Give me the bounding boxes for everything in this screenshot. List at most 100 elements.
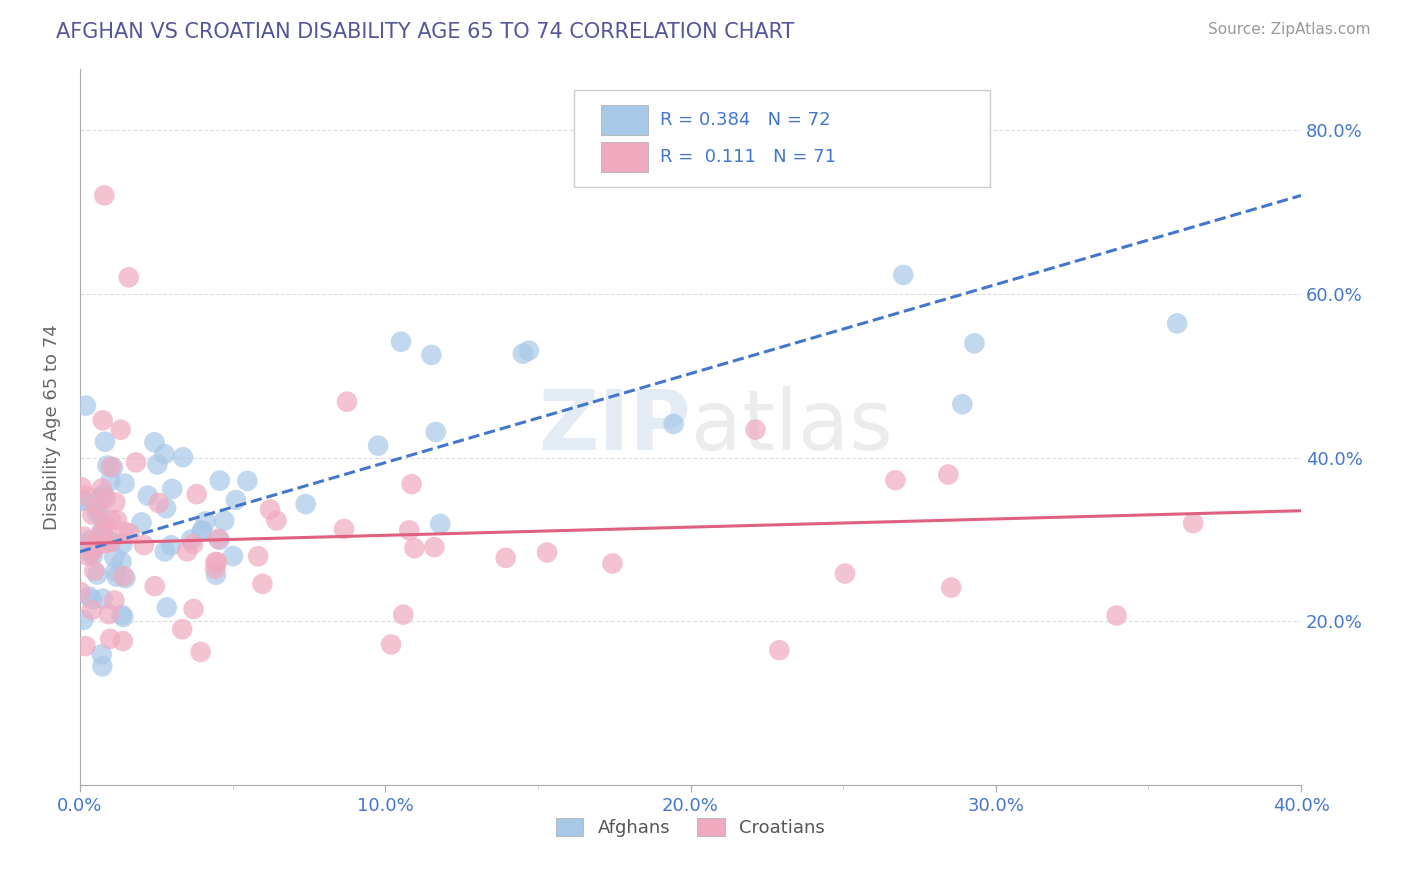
Text: Source: ZipAtlas.com: Source: ZipAtlas.com — [1208, 22, 1371, 37]
Point — [367, 439, 389, 453]
Point — [156, 600, 179, 615]
Point — [336, 394, 359, 409]
Point — [950, 397, 973, 411]
Point — [72, 493, 94, 508]
Point — [131, 516, 153, 530]
Point — [252, 577, 274, 591]
Point — [94, 434, 117, 449]
Point — [208, 533, 231, 547]
Point — [266, 514, 288, 528]
Point — [160, 538, 183, 552]
Point — [112, 610, 135, 624]
Point — [100, 513, 122, 527]
Point — [89, 526, 111, 541]
Point — [82, 549, 104, 563]
Point — [82, 544, 104, 558]
Point — [172, 450, 194, 465]
Point — [423, 540, 446, 554]
Point — [91, 522, 114, 536]
Point — [110, 607, 132, 622]
Point — [80, 603, 103, 617]
Point — [602, 557, 624, 571]
Point — [79, 545, 101, 559]
Point — [155, 501, 177, 516]
Point — [1105, 608, 1128, 623]
Point — [77, 590, 100, 604]
Point — [105, 570, 128, 584]
Point — [884, 145, 907, 159]
Point — [191, 524, 214, 538]
Point — [110, 423, 132, 437]
Point — [205, 567, 228, 582]
Point — [86, 500, 108, 515]
Point — [744, 423, 766, 437]
Point — [96, 458, 118, 473]
Point — [86, 567, 108, 582]
Point — [70, 480, 93, 494]
Point — [247, 549, 270, 564]
Point — [225, 493, 247, 508]
Point — [380, 638, 402, 652]
Point — [212, 514, 235, 528]
Point — [495, 550, 517, 565]
Point — [208, 474, 231, 488]
Point — [172, 622, 194, 636]
Point — [83, 564, 105, 578]
Point — [75, 639, 97, 653]
Point — [190, 645, 212, 659]
Point — [662, 417, 685, 431]
Point — [183, 602, 205, 616]
Point — [429, 516, 451, 531]
Point — [398, 524, 420, 538]
Point — [118, 526, 141, 541]
Point — [73, 530, 96, 544]
Point — [204, 555, 226, 569]
Point — [834, 566, 856, 581]
Point — [420, 348, 443, 362]
Point — [89, 508, 111, 522]
Point — [72, 493, 94, 508]
Point — [90, 490, 112, 504]
Point — [143, 435, 166, 450]
Text: R =  0.111   N = 71: R = 0.111 N = 71 — [659, 148, 837, 167]
Point — [891, 268, 914, 282]
Point — [1182, 516, 1205, 531]
Bar — [602, 105, 648, 136]
Point — [186, 487, 208, 501]
Point — [143, 579, 166, 593]
Text: AFGHAN VS CROATIAN DISABILITY AGE 65 TO 74 CORRELATION CHART: AFGHAN VS CROATIAN DISABILITY AGE 65 TO … — [56, 22, 794, 42]
Point — [963, 336, 986, 351]
Point — [768, 643, 790, 657]
Point — [333, 522, 356, 536]
Point — [401, 477, 423, 491]
Point — [222, 549, 245, 563]
Point — [136, 489, 159, 503]
Point — [125, 455, 148, 469]
Point — [207, 532, 229, 546]
Point — [153, 544, 176, 558]
Point — [204, 561, 226, 575]
Point — [180, 533, 202, 547]
Point — [114, 571, 136, 585]
Point — [190, 524, 212, 539]
Point — [112, 569, 135, 583]
Point — [104, 495, 127, 509]
Point — [111, 537, 134, 551]
Point — [90, 482, 112, 496]
Point — [512, 346, 534, 360]
Point — [148, 496, 170, 510]
Point — [93, 488, 115, 502]
Point — [75, 399, 97, 413]
Point — [90, 531, 112, 545]
Bar — [602, 143, 648, 172]
Point — [118, 270, 141, 285]
Point — [94, 491, 117, 506]
Point — [70, 536, 93, 550]
Point — [259, 502, 281, 516]
Point — [517, 343, 540, 358]
Point — [82, 592, 104, 607]
Point — [176, 544, 198, 558]
Point — [98, 632, 121, 646]
Legend: Afghans, Croatians: Afghans, Croatians — [548, 810, 832, 844]
Point — [389, 334, 412, 349]
